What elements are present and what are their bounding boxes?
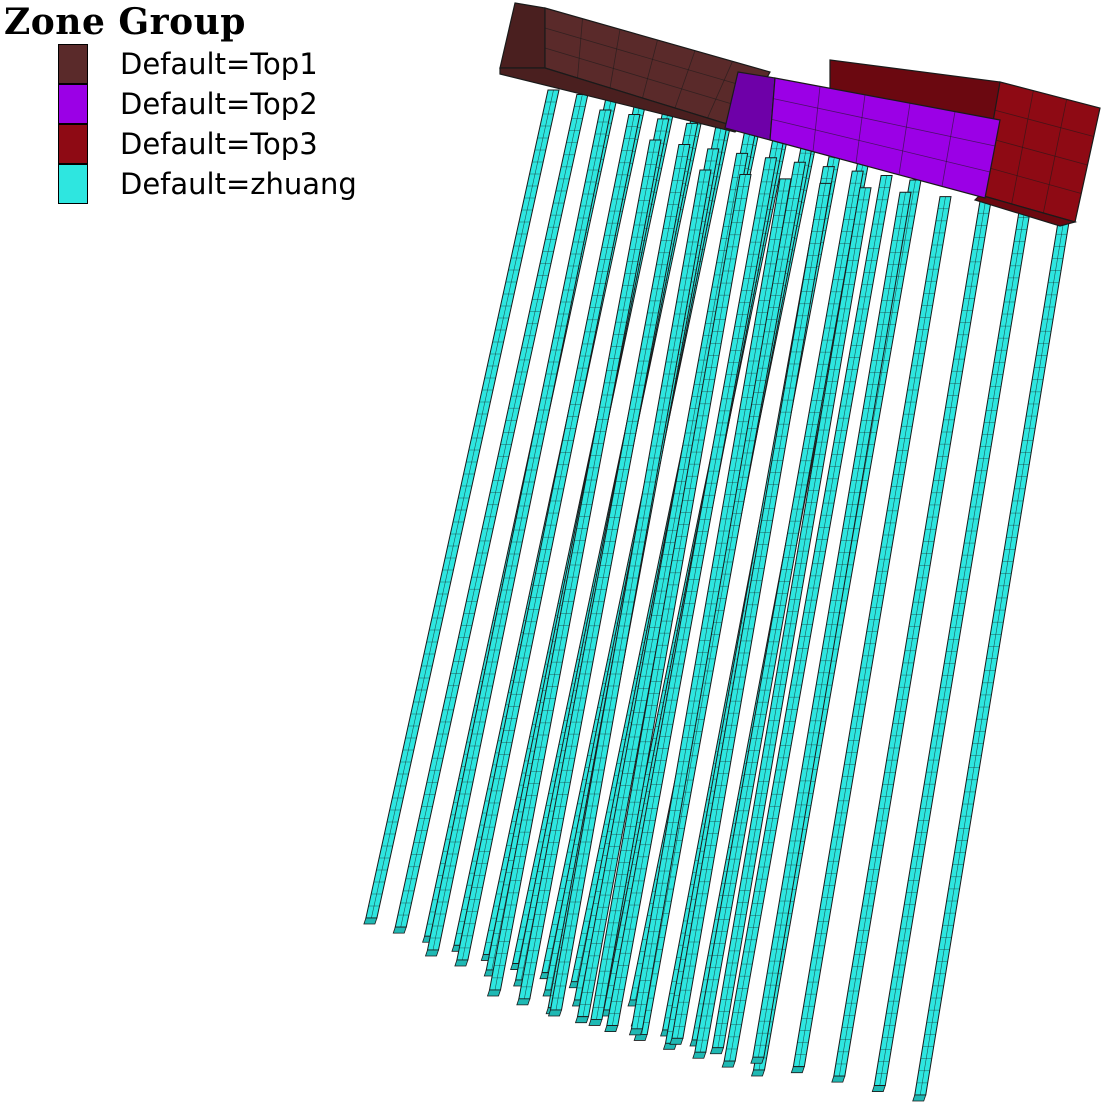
legend: Zone Group Default=Top1 Default=Top2 Def… <box>0 0 420 215</box>
pile <box>709 187 872 1055</box>
pile <box>454 113 641 967</box>
legend-label-zhuang: Default=zhuang <box>120 167 357 201</box>
legend-label-top3: Default=Top3 <box>120 127 318 161</box>
pile <box>669 182 832 1045</box>
pile-caps <box>499 2 1101 227</box>
pile <box>692 170 864 1059</box>
pile-group-zhuang <box>363 89 1072 1102</box>
legend-swatch-zhuang <box>58 164 88 204</box>
pile <box>628 178 792 1036</box>
pile <box>547 169 712 1017</box>
legend-label-top2: Default=Top2 <box>120 87 318 121</box>
pile <box>588 173 752 1026</box>
legend-swatch-top3 <box>58 124 88 164</box>
cap-top1-end <box>499 2 546 69</box>
pile <box>871 205 1032 1092</box>
pile <box>516 143 691 1006</box>
pile <box>574 152 749 1024</box>
pile <box>486 139 662 997</box>
pile <box>721 175 893 1068</box>
pile <box>424 109 612 957</box>
legend-label-top1: Default=Top1 <box>120 47 318 81</box>
legend-swatch-top2 <box>58 84 88 124</box>
pile <box>912 209 1072 1102</box>
pile <box>363 89 560 925</box>
pile <box>750 191 912 1064</box>
pile <box>790 196 952 1074</box>
pile <box>604 157 778 1032</box>
legend-title: Zone Group <box>4 1 246 43</box>
legend-swatch-top1 <box>58 44 88 84</box>
